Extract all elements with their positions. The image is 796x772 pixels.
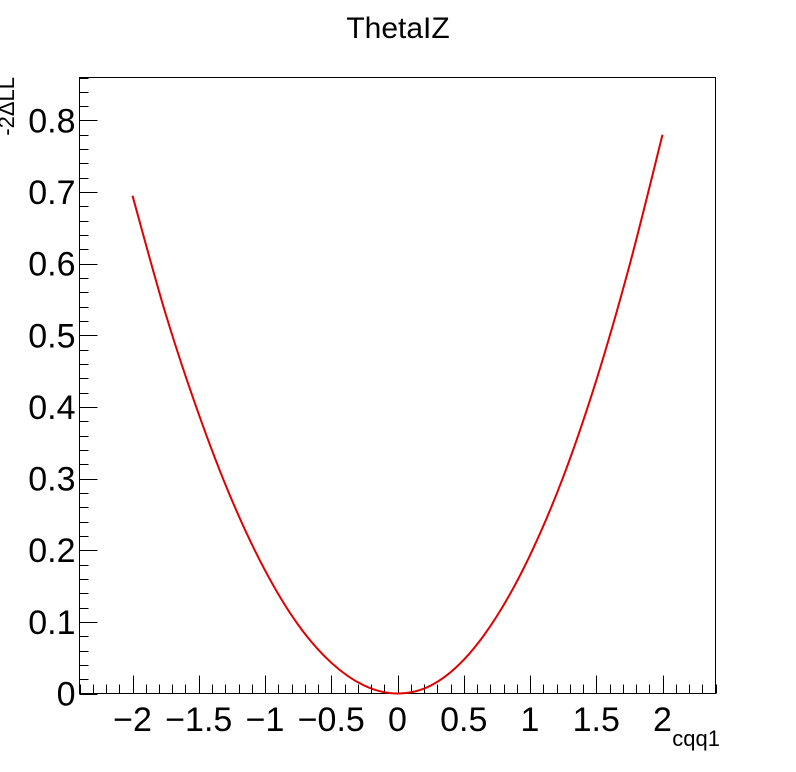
x-tick-label: −1 bbox=[246, 701, 285, 739]
x-axis-label: cqq1 bbox=[672, 726, 720, 751]
y-tick-label: 0.4 bbox=[28, 389, 75, 427]
x-tick-label: −2 bbox=[113, 701, 152, 739]
y-tick-label: 0.8 bbox=[28, 102, 75, 140]
y-tick-label: 0.1 bbox=[28, 604, 75, 642]
y-tick-labels: 0 0.1 0.2 0.3 0.4 0.5 0.6 0.7 0.8 bbox=[28, 102, 75, 713]
y-tick-label: 0.7 bbox=[28, 174, 75, 212]
y-axis-label: -2ΔLL bbox=[0, 77, 19, 136]
x-tick-label: 2 bbox=[653, 701, 672, 739]
x-tick-label: 0 bbox=[388, 701, 407, 739]
plot-frame bbox=[79, 77, 716, 694]
y-tick-label: 0.5 bbox=[28, 317, 75, 355]
series-line bbox=[131, 134, 664, 695]
chart-title: ThetaIZ bbox=[346, 12, 449, 45]
y-tick-label: 0 bbox=[57, 676, 76, 714]
x-tick-label: −1.5 bbox=[165, 701, 232, 739]
x-tick-label: 0.5 bbox=[440, 701, 487, 739]
axis-ticks bbox=[79, 78, 717, 695]
x-tick-label: 1.5 bbox=[573, 701, 620, 739]
y-tick-label: 0.3 bbox=[28, 461, 75, 499]
x-tick-label: −0.5 bbox=[298, 701, 365, 739]
y-tick-label: 0.2 bbox=[28, 532, 75, 570]
x-tick-label: 1 bbox=[521, 701, 540, 739]
x-tick-labels: −2 −1.5 −1 −0.5 0 0.5 1 1.5 2 bbox=[113, 701, 672, 739]
series-group bbox=[131, 134, 664, 695]
y-tick-label: 0.6 bbox=[28, 246, 75, 284]
